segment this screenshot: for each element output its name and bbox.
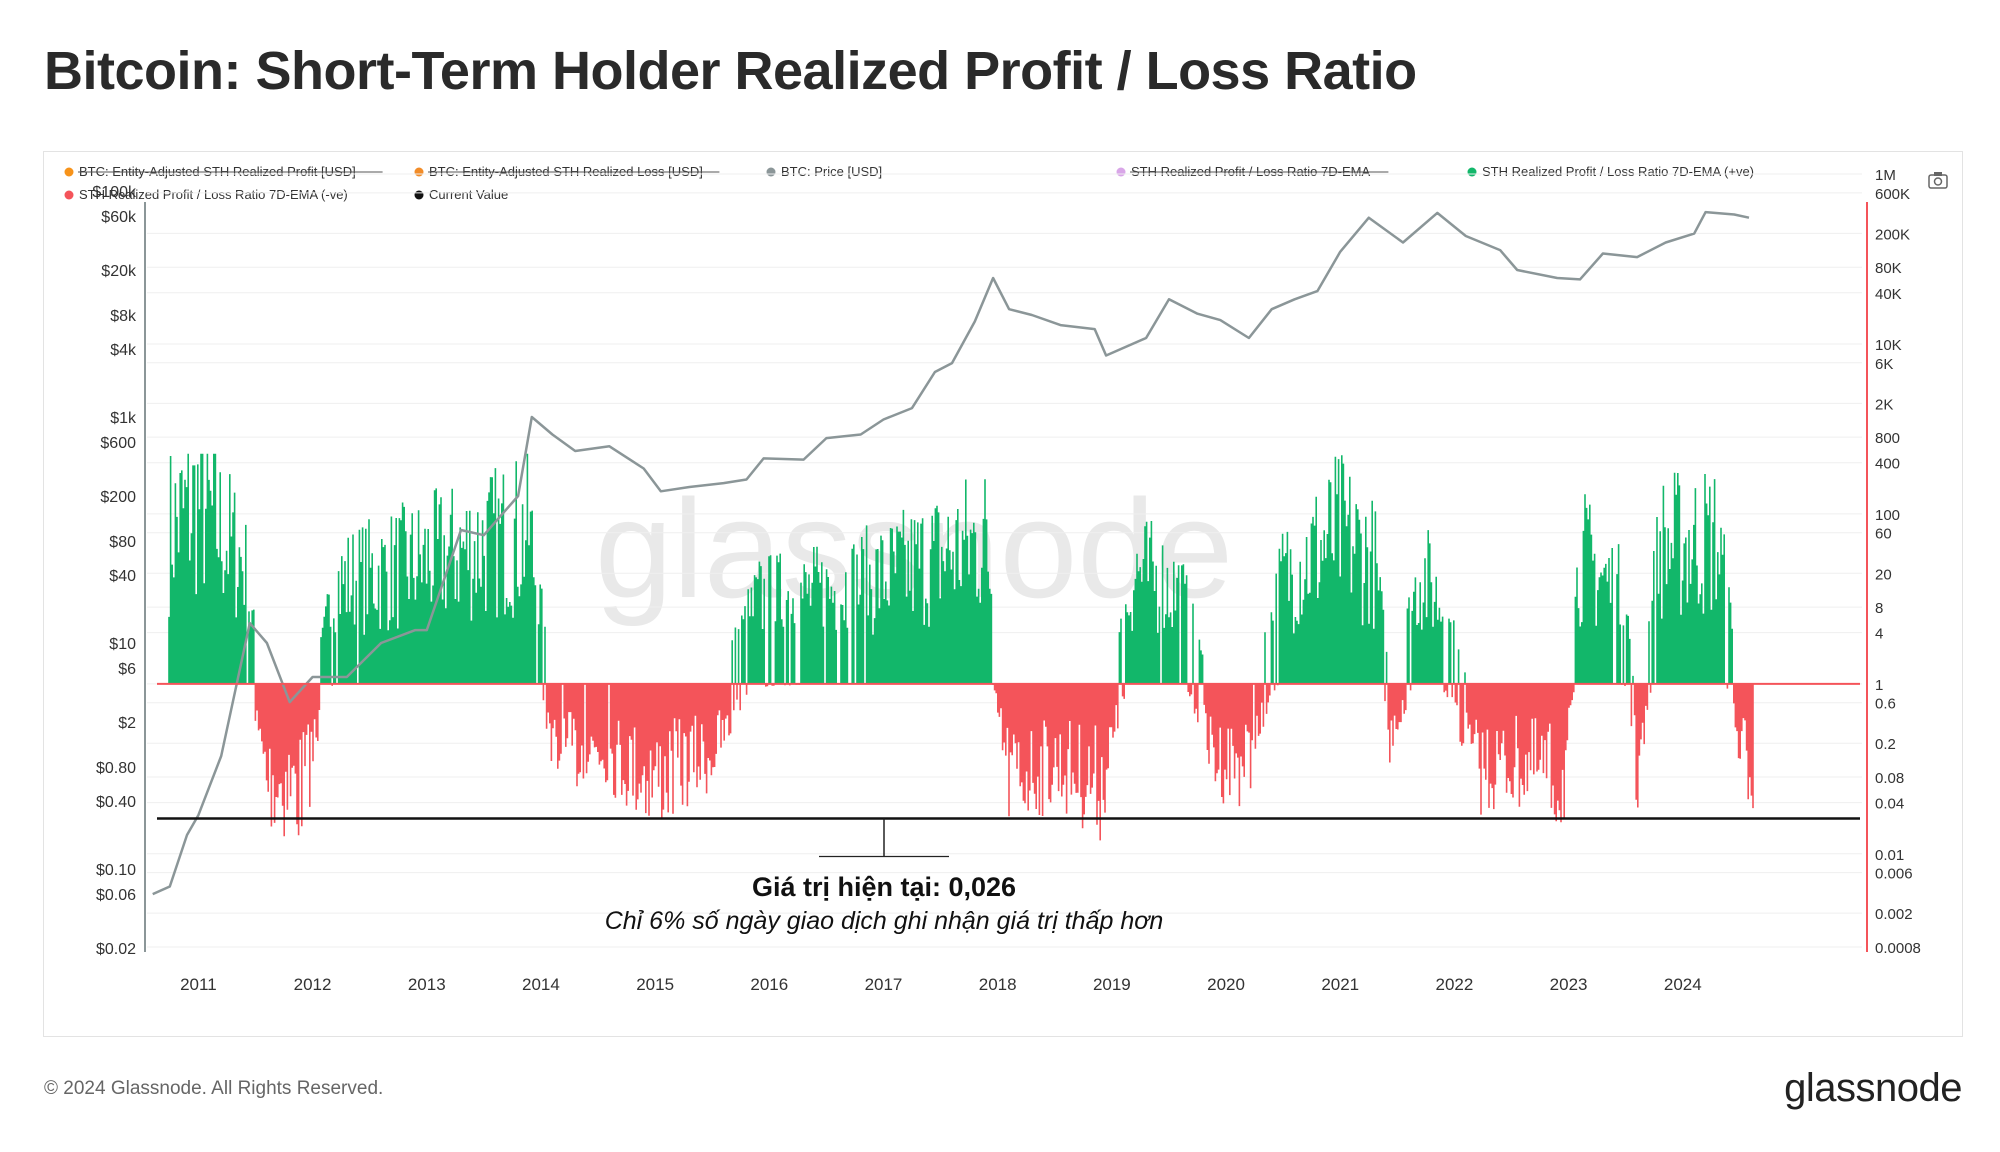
right-tick-label: 0.6 (1875, 696, 1896, 713)
right-tick-label: 0.002 (1875, 906, 1913, 923)
camera-icon[interactable] (1928, 172, 1948, 189)
x-tick-label: 2021 (1321, 975, 1359, 994)
legend-item-6[interactable]: Current Value (414, 187, 509, 202)
chart-frame: glassnode BTC: Entity-Adjusted STH Reali… (43, 151, 1963, 1037)
left-tick-label: $100k (92, 184, 137, 201)
x-tick-label: 2022 (1435, 975, 1473, 994)
left-tick-label: $6 (118, 661, 136, 678)
legend-marker (766, 167, 776, 177)
legend-marker (64, 167, 74, 177)
legend-item-3[interactable]: STH Realized Profit / Loss Ratio 7D-EMA (1116, 164, 1389, 179)
right-tick-label: 800 (1875, 430, 1900, 447)
x-axis: 2011 2012 2013 2014 2015 2016 2017 2018 2019 2020… (180, 975, 1702, 994)
left-tick-label: $0.06 (96, 887, 136, 904)
price-line (152, 210, 1750, 896)
right-tick-label: 200K (1875, 226, 1910, 243)
legend-marker (414, 167, 424, 177)
legend-marker (1467, 167, 1477, 177)
page-title: Bitcoin: Short-Term Holder Realized Prof… (44, 41, 1417, 101)
left-tick-label: $0.40 (96, 794, 136, 811)
legend-marker (414, 190, 424, 200)
left-tick-label: $0.10 (96, 862, 136, 879)
left-tick-label: $1k (110, 410, 137, 427)
left-tick-label: $40 (109, 568, 136, 585)
right-tick-label: 4 (1875, 626, 1883, 643)
legend-label: STH Realized Profit / Loss Ratio 7D-EMA … (79, 187, 348, 202)
right-tick-label: 60 (1875, 526, 1892, 543)
left-tick-label: $4k (110, 342, 137, 359)
legend-item-1[interactable]: BTC: Entity-Adjusted STH Realized Loss [… (414, 164, 720, 179)
left-tick-label: $10 (109, 636, 136, 653)
right-tick-label: 6K (1875, 356, 1893, 373)
glassnode-logo: glassnode (1784, 1066, 1962, 1110)
x-tick-label: 2013 (408, 975, 446, 994)
right-tick-label: 100 (1875, 507, 1900, 524)
legend-label: BTC: Price [USD] (781, 164, 882, 179)
left-tick-label: $80 (109, 534, 136, 551)
x-tick-label: 2014 (522, 975, 560, 994)
legend-marker (1116, 167, 1126, 177)
legend-marker (64, 190, 74, 200)
left-axis: $100k $60k $20k $8k $4k $1k $600 $200 $80 $40 $10 $… (92, 184, 137, 958)
left-tick-label: $0.80 (96, 760, 136, 777)
x-tick-label: 2023 (1550, 975, 1588, 994)
right-tick-label: 600K (1875, 186, 1910, 203)
right-tick-label: 0.04 (1875, 796, 1904, 813)
right-axis: 1M 600K 200K 80K 40K 10K 6K 2K 800 400 100 60 20 8 4 1 0… (1875, 167, 1921, 957)
legend: BTC: Entity-Adjusted STH Realized Profit… (64, 164, 1755, 202)
x-tick-label: 2018 (979, 975, 1017, 994)
chart: glassnode BTC: Entity-Adjusted STH Reali… (64, 164, 1948, 994)
x-tick-label: 2024 (1664, 975, 1702, 994)
legend-item-2[interactable]: BTC: Price [USD] (766, 164, 883, 179)
left-tick-label: $60k (101, 209, 137, 226)
ratio-negative-bars (254, 683, 1754, 841)
x-tick-label: 2015 (636, 975, 674, 994)
right-tick-label: 0.006 (1875, 866, 1913, 883)
left-tick-label: $8k (110, 308, 137, 325)
x-tick-label: 2012 (294, 975, 332, 994)
left-tick-label: $200 (100, 489, 136, 506)
right-tick-label: 8 (1875, 600, 1883, 617)
x-tick-label: 2019 (1093, 975, 1131, 994)
legend-item-4[interactable]: STH Realized Profit / Loss Ratio 7D-EMA … (1467, 164, 1755, 179)
x-tick-label: 2017 (865, 975, 903, 994)
left-tick-label: $2 (118, 715, 136, 732)
right-tick-label: 400 (1875, 456, 1900, 473)
right-tick-label: 1M (1875, 167, 1896, 184)
left-tick-label: $0.02 (96, 941, 136, 958)
current-value-annotation: Giá trị hiện tại: 0,026 Chỉ 6% số ngày g… (605, 818, 1164, 935)
x-tick-label: 2011 (180, 975, 217, 994)
right-tick-label: 0.01 (1875, 847, 1904, 864)
copyright-footer: © 2024 Glassnode. All Rights Reserved. (44, 1078, 384, 1099)
left-tick-label: $600 (100, 435, 136, 452)
right-tick-label: 0.2 (1875, 736, 1896, 753)
legend-label: STH Realized Profit / Loss Ratio 7D-EMA … (1482, 164, 1754, 179)
right-tick-label: 1 (1875, 677, 1883, 694)
legend-label: Current Value (429, 187, 508, 202)
price-line-group (152, 210, 1750, 896)
right-tick-label: 0.08 (1875, 770, 1904, 787)
left-tick-label: $20k (101, 263, 137, 280)
x-tick-label: 2020 (1207, 975, 1245, 994)
annotation-note: Chỉ 6% số ngày giao dịch ghi nhận giá tr… (605, 907, 1164, 935)
right-tick-label: 20 (1875, 566, 1892, 583)
x-tick-label: 2016 (750, 975, 788, 994)
right-tick-label: 40K (1875, 286, 1902, 303)
right-tick-label: 2K (1875, 396, 1893, 413)
annotation-value: Giá trị hiện tại: 0,026 (752, 872, 1016, 902)
legend-item-5[interactable]: STH Realized Profit / Loss Ratio 7D-EMA … (64, 187, 348, 202)
right-tick-label: 0.0008 (1875, 940, 1921, 957)
right-tick-label: 10K (1875, 337, 1902, 354)
legend-item-0[interactable]: BTC: Entity-Adjusted STH Realized Profit… (64, 164, 383, 179)
right-tick-label: 80K (1875, 260, 1902, 277)
